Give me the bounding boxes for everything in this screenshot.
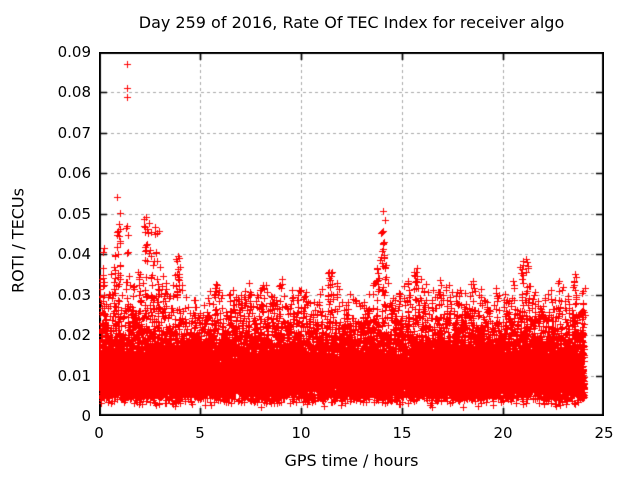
x-tick-label-5: 25 (594, 424, 614, 442)
y-tick-label-3: 0.03 (57, 286, 91, 304)
chart-title: Day 259 of 2016, Rate Of TEC Index for r… (138, 13, 565, 32)
y-tick-label-8: 0.08 (57, 83, 91, 101)
y-tick-label-7: 0.07 (57, 124, 91, 142)
x-tick-label-1: 5 (195, 424, 205, 442)
y-tick-label-0: 0 (81, 407, 91, 425)
y-tick-label-5: 0.05 (57, 205, 91, 223)
y-tick-label-2: 0.02 (57, 326, 91, 344)
x-tick-label-3: 15 (392, 424, 412, 442)
y-tick-label-1: 0.01 (57, 367, 91, 385)
x-tick-label-2: 10 (291, 424, 311, 442)
x-tick-label-0: 0 (94, 424, 104, 442)
y-tick-label-6: 0.06 (57, 164, 91, 182)
plot-canvas (99, 52, 604, 416)
x-axis-label: GPS time / hours (284, 451, 419, 470)
y-tick-label-9: 0.09 (57, 43, 91, 61)
x-tick-label-4: 20 (493, 424, 513, 442)
y-tick-label-4: 0.04 (57, 245, 91, 263)
